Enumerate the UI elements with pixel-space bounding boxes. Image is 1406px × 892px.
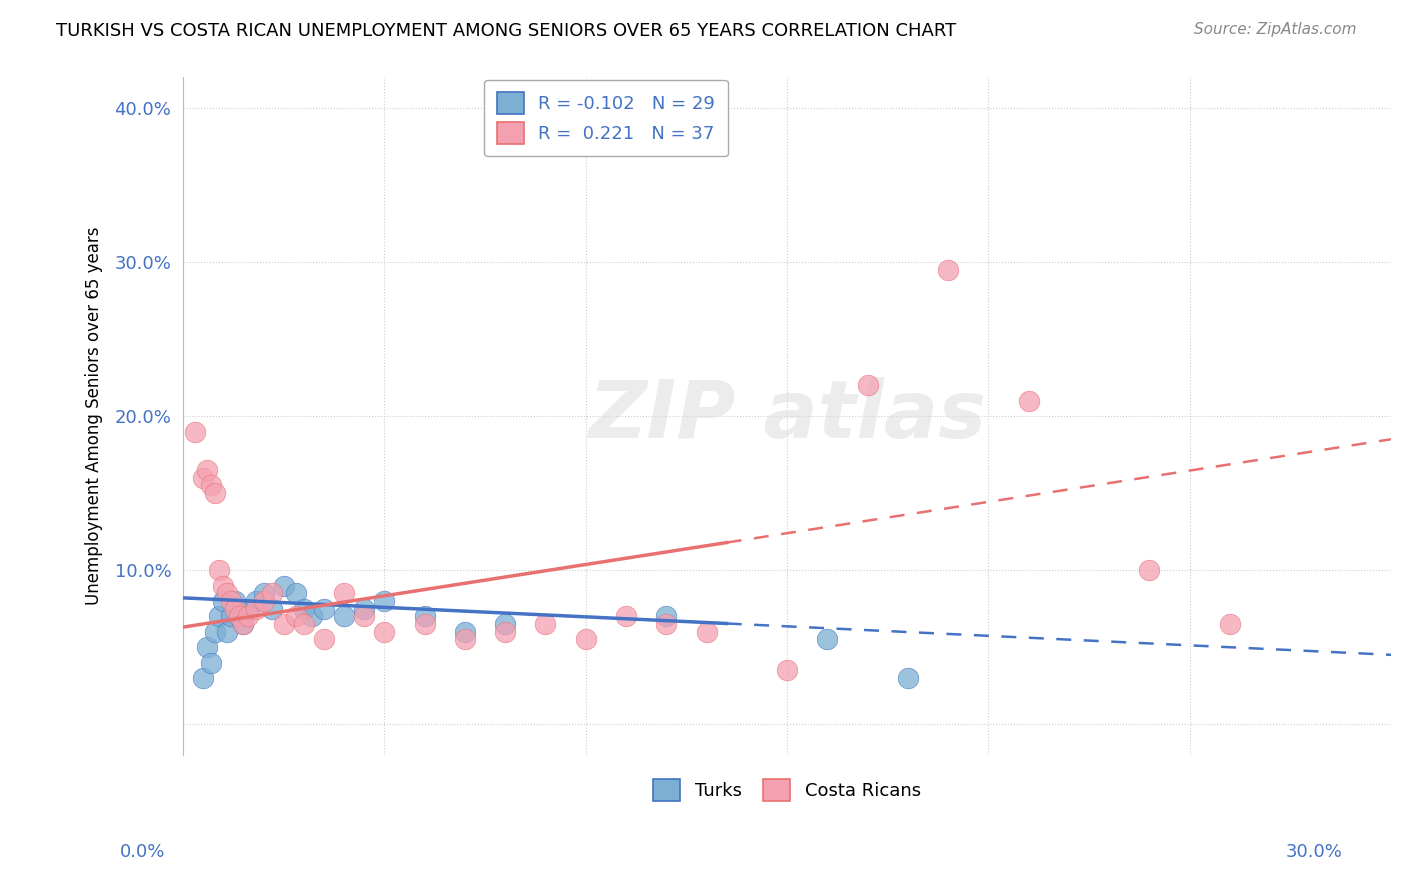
Y-axis label: Unemployment Among Seniors over 65 years: Unemployment Among Seniors over 65 years	[86, 227, 103, 606]
Point	[193, 671, 215, 685]
Point	[204, 486, 226, 500]
Point	[217, 624, 239, 639]
Legend: Turks, Costa Ricans: Turks, Costa Ricans	[641, 766, 934, 814]
Point	[454, 624, 477, 639]
Point	[1219, 617, 1241, 632]
Point	[333, 609, 356, 624]
Point	[655, 609, 678, 624]
Point	[221, 594, 243, 608]
Point	[195, 640, 218, 654]
Text: 30.0%: 30.0%	[1286, 843, 1343, 861]
Point	[221, 609, 243, 624]
Point	[494, 624, 516, 639]
Point	[454, 632, 477, 647]
Text: ZIP atlas: ZIP atlas	[588, 377, 986, 455]
Point	[696, 624, 718, 639]
Point	[245, 601, 267, 615]
Point	[373, 594, 395, 608]
Point	[284, 586, 307, 600]
Point	[815, 632, 838, 647]
Point	[575, 632, 598, 647]
Point	[1139, 563, 1161, 577]
Point	[373, 624, 395, 639]
Point	[655, 617, 678, 632]
Point	[224, 601, 246, 615]
Point	[353, 601, 375, 615]
Point	[413, 609, 436, 624]
Point	[193, 471, 215, 485]
Point	[217, 586, 239, 600]
Point	[252, 586, 274, 600]
Point	[301, 609, 323, 624]
Point	[184, 425, 207, 439]
Point	[260, 601, 283, 615]
Point	[195, 463, 218, 477]
Point	[252, 594, 274, 608]
Point	[284, 609, 307, 624]
Point	[413, 617, 436, 632]
Point	[333, 586, 356, 600]
Point	[292, 617, 315, 632]
Point	[212, 594, 235, 608]
Point	[273, 617, 295, 632]
Point	[200, 478, 222, 492]
Point	[224, 594, 246, 608]
Text: TURKISH VS COSTA RICAN UNEMPLOYMENT AMONG SENIORS OVER 65 YEARS CORRELATION CHAR: TURKISH VS COSTA RICAN UNEMPLOYMENT AMON…	[56, 22, 956, 40]
Point	[200, 656, 222, 670]
Point	[260, 586, 283, 600]
Point	[312, 632, 335, 647]
Point	[534, 617, 557, 632]
Point	[228, 609, 250, 624]
Point	[494, 617, 516, 632]
Point	[897, 671, 920, 685]
Point	[236, 601, 259, 615]
Point	[232, 617, 254, 632]
Point	[273, 578, 295, 592]
Point	[936, 263, 959, 277]
Point	[1018, 393, 1040, 408]
Point	[232, 617, 254, 632]
Point	[292, 601, 315, 615]
Point	[856, 378, 879, 392]
Point	[228, 609, 250, 624]
Point	[212, 578, 235, 592]
Point	[236, 609, 259, 624]
Point	[353, 609, 375, 624]
Point	[245, 594, 267, 608]
Point	[614, 609, 637, 624]
Point	[776, 663, 799, 677]
Point	[208, 609, 231, 624]
Text: 0.0%: 0.0%	[120, 843, 165, 861]
Text: Source: ZipAtlas.com: Source: ZipAtlas.com	[1194, 22, 1357, 37]
Point	[208, 563, 231, 577]
Point	[312, 601, 335, 615]
Point	[204, 624, 226, 639]
